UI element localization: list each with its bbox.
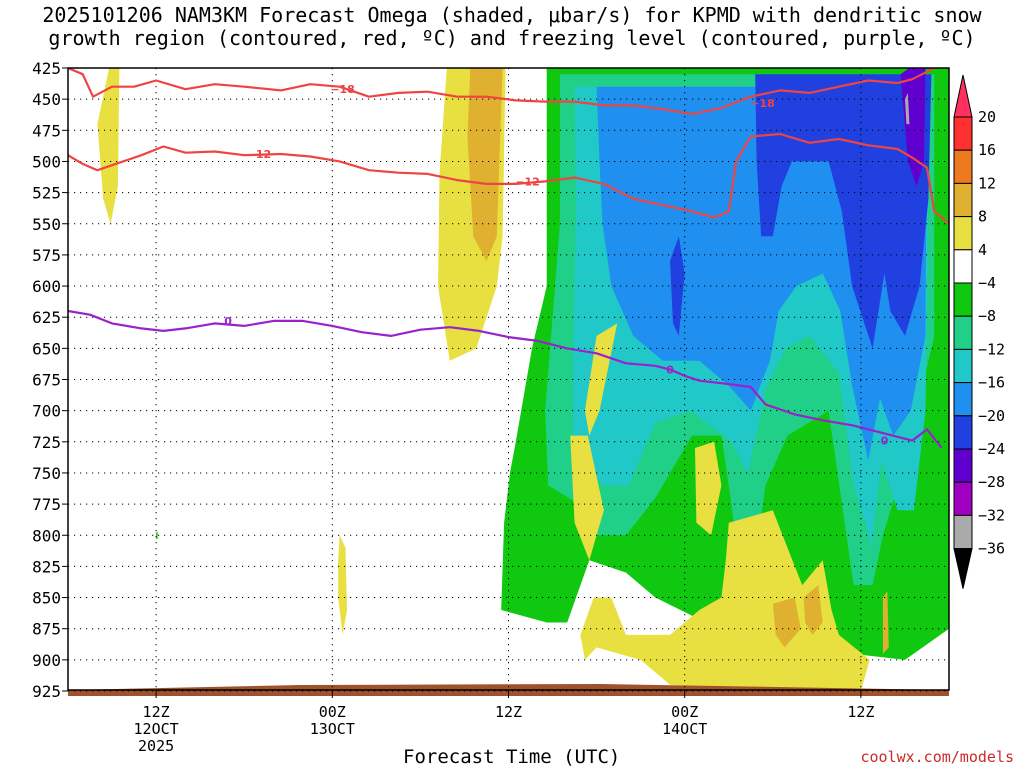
colorbar-swatch-8	[953, 348, 973, 384]
colorbar-label-10: −24	[978, 440, 1005, 458]
colorbar-label-6: −8	[978, 307, 996, 325]
y-tick-label-525: 525	[32, 184, 61, 203]
colorbar-label-3: 8	[978, 208, 987, 226]
omega-region-17	[803, 585, 823, 635]
y-tick-label-875: 875	[32, 620, 61, 639]
y-tick-label-775: 775	[32, 495, 61, 514]
colorbar-swatch-7	[953, 315, 973, 350]
colorbar-swatch-9	[953, 382, 973, 417]
chart-title-line2: growth region (contoured, red, ºC) and f…	[48, 26, 976, 50]
contour-label--18-0: −18	[330, 83, 355, 96]
y-tick-label-750: 750	[32, 464, 61, 483]
y-axis: 425 450 475 500 525 550 575 600 625 650 675 700 725 7…	[32, 59, 68, 701]
contour-line--18	[68, 68, 935, 116]
contour-line--12	[68, 132, 949, 225]
colorbar: 20 16 12 8 4 −4 −8 −12 −16 −20 −24 −28 −32 −36	[953, 74, 1005, 589]
contour-label-0-2: 0	[881, 435, 889, 448]
y-tick-label-850: 850	[32, 589, 61, 608]
colorbar-label-8: −16	[978, 374, 1005, 392]
y-tick-label-600: 600	[32, 277, 61, 296]
colorbar-label-11: −28	[978, 473, 1005, 491]
colorbar-top-arrow	[953, 74, 973, 118]
omega-region-13	[695, 441, 722, 536]
colorbar-swatch-4	[953, 216, 973, 251]
chart-title-line1: 2025101206 NAM3KM Forecast Omega (shaded…	[42, 3, 982, 27]
omega-region-12	[584, 323, 618, 436]
colorbar-label-9: −20	[978, 407, 1005, 425]
y-tick-label-675: 675	[32, 371, 61, 390]
omega-region-2	[467, 68, 503, 262]
x-axis-title: Forecast Time (UTC)	[403, 746, 621, 768]
omega-region-3	[338, 535, 347, 635]
omega-region-14	[570, 435, 604, 561]
credit-link[interactable]: coolwx.com/models	[860, 748, 1014, 766]
y-tick-label-500: 500	[32, 152, 61, 171]
omega-region-18	[882, 591, 889, 654]
omega-region-16	[772, 597, 801, 648]
omega-shading	[97, 68, 949, 690]
colorbar-swatch-11	[953, 448, 973, 483]
y-tick-label-825: 825	[32, 557, 61, 576]
y-tick-label-650: 650	[32, 339, 61, 358]
colorbar-swatch-2	[953, 149, 973, 184]
omega-region-0	[97, 68, 120, 224]
y-tick-label-700: 700	[32, 402, 61, 421]
x-tick-label-12-1: 12OCT	[134, 720, 179, 738]
y-tick-label-725: 725	[32, 433, 61, 452]
contour-lines: −18 −18 −12 −12 0 0 0	[68, 68, 949, 449]
y-tick-label-450: 450	[32, 90, 61, 109]
x-tick-label-48-1: 14OCT	[662, 720, 707, 738]
contour-label--12-0: −12	[247, 148, 272, 161]
y-tick-label-425: 425	[32, 59, 61, 78]
colorbar-label-7: −12	[978, 340, 1005, 358]
colorbar-label-13: −36	[978, 540, 1005, 558]
contour-label-0-1: 0	[666, 364, 674, 377]
contour-label--12-1: −12	[515, 175, 540, 188]
x-tick-label-12-2: 2025	[138, 737, 174, 755]
colorbar-swatch-12	[953, 481, 973, 516]
chart-title: 2025101206 NAM3KM Forecast Omega (shaded…	[0, 4, 1024, 50]
colorbar-bottom-arrow	[953, 548, 973, 589]
y-tick-label-625: 625	[32, 308, 61, 327]
colorbar-label-5: −4	[978, 274, 996, 292]
omega-region-8	[755, 74, 932, 349]
colorbar-label-1: 16	[978, 141, 996, 159]
colorbar-swatch-6	[953, 282, 973, 317]
omega-region-19	[156, 531, 158, 539]
x-tick-label-60-0: 12Z	[847, 703, 874, 721]
colorbar-swatch-1	[953, 116, 973, 151]
colorbar-swatch-5	[953, 249, 973, 284]
colorbar-swatch-3	[953, 182, 973, 218]
y-tick-label-575: 575	[32, 246, 61, 265]
x-tick-label-48-0: 00Z	[671, 703, 698, 721]
x-tick-label-12-0: 12Z	[143, 703, 170, 721]
x-tick-label-36-0: 12Z	[495, 703, 522, 721]
x-tick-label-24-1: 13OCT	[310, 720, 355, 738]
y-tick-label-475: 475	[32, 121, 61, 140]
colorbar-label-0: 20	[978, 108, 996, 126]
colorbar-label-4: 4	[978, 241, 987, 259]
x-tick-label-24-0: 00Z	[319, 703, 346, 721]
y-tick-label-900: 900	[32, 651, 61, 670]
omega-region-15	[580, 510, 870, 690]
omega-region-9	[670, 236, 685, 336]
y-tick-label-550: 550	[32, 215, 61, 234]
contour-label-0-0: 0	[224, 315, 232, 328]
contour-label--18-1: −18	[750, 97, 775, 110]
contour-line-0	[68, 309, 943, 449]
y-tick-label-800: 800	[32, 526, 61, 545]
colorbar-swatch-10	[953, 415, 973, 450]
y-tick-label-925: 925	[32, 682, 61, 701]
colorbar-label-2: 12	[978, 174, 996, 192]
omega-region-11	[905, 92, 910, 125]
colorbar-swatch-13	[953, 514, 973, 550]
colorbar-label-12: −32	[978, 506, 1005, 524]
